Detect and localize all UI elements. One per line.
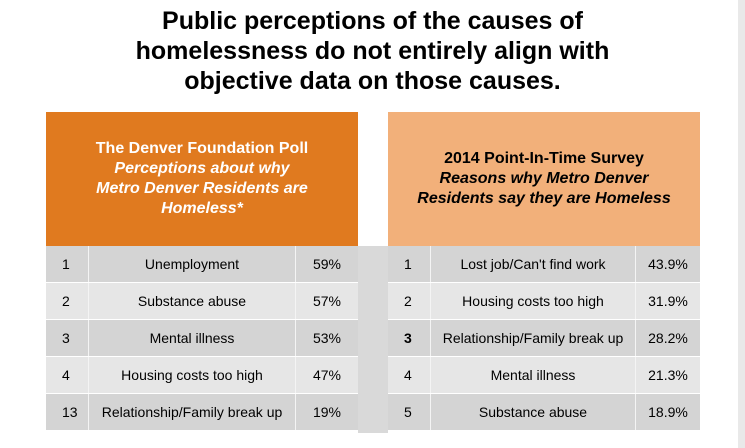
denver-foundation-poll-table: The Denver Foundation Poll Perceptions a…: [46, 112, 358, 431]
right-table-header: 2014 Point-In-Time Survey Reasons why Me…: [388, 112, 700, 246]
percent-cell: 21.3%: [648, 367, 688, 383]
title-line-2: homelessness do not entirely align with: [135, 37, 610, 65]
table-row: 4 Housing costs too high 47%: [46, 357, 358, 394]
right-table-subheading-1: Reasons why Metro Denver: [439, 170, 649, 187]
point-in-time-survey-table: 2014 Point-In-Time Survey Reasons why Me…: [388, 112, 700, 431]
slide-title: Public perceptions of the causes of home…: [0, 6, 745, 96]
table-row: 2 Housing costs too high 31.9%: [388, 283, 700, 320]
rank-cell: 4: [62, 367, 70, 383]
percent-cell: 31.9%: [648, 293, 688, 309]
percent-cell: 43.9%: [648, 256, 688, 272]
rank-cell: 1: [404, 256, 412, 272]
reason-cell: Lost job/Can't find work: [430, 246, 636, 282]
table-divider: [358, 246, 388, 433]
rank-cell: 13: [62, 404, 78, 420]
right-edge-strip: [738, 0, 745, 448]
rank-cell: 2: [62, 293, 70, 309]
title-line-1: Public perceptions of the causes of: [162, 7, 583, 35]
table-row: 3 Relationship/Family break up 28.2%: [388, 320, 700, 357]
rank-cell: 3: [62, 330, 70, 346]
table-row: 1 Unemployment 59%: [46, 246, 358, 283]
percent-cell: 47%: [312, 367, 342, 383]
cause-cell: Housing costs too high: [88, 357, 296, 393]
right-table-subheading-2: Residents say they are Homeless: [417, 190, 671, 207]
left-table-body: 1 Unemployment 59% 2 Substance abuse 57%…: [46, 246, 358, 431]
table-row: 13 Relationship/Family break up 19%: [46, 394, 358, 431]
table-row: 4 Mental illness 21.3%: [388, 357, 700, 394]
reason-cell: Substance abuse: [430, 394, 636, 430]
left-table-heading: The Denver Foundation Poll: [95, 140, 309, 157]
rank-cell: 1: [62, 256, 70, 272]
percent-cell: 28.2%: [648, 330, 688, 346]
rank-cell: 5: [404, 404, 412, 420]
rank-cell: 2: [404, 293, 412, 309]
cause-cell: Mental illness: [88, 320, 296, 356]
percent-cell: 18.9%: [648, 404, 688, 420]
percent-cell: 19%: [312, 404, 342, 420]
table-row: 3 Mental illness 53%: [46, 320, 358, 357]
reason-cell: Housing costs too high: [430, 283, 636, 319]
reason-cell: Relationship/Family break up: [430, 320, 636, 356]
left-table-header: The Denver Foundation Poll Perceptions a…: [46, 112, 358, 246]
right-table-body: 1 Lost job/Can't find work 43.9% 2 Housi…: [388, 246, 700, 431]
table-row: 2 Substance abuse 57%: [46, 283, 358, 320]
cause-cell: Relationship/Family break up: [88, 394, 296, 430]
table-row: 5 Substance abuse 18.9%: [388, 394, 700, 431]
percent-cell: 53%: [312, 330, 342, 346]
rank-cell: 4: [404, 367, 412, 383]
cause-cell: Unemployment: [88, 246, 296, 282]
percent-cell: 57%: [312, 293, 342, 309]
left-table-subheading-1: Perceptions about why: [114, 160, 290, 177]
left-table-subheading-2: Metro Denver Residents are: [96, 180, 308, 197]
table-row: 1 Lost job/Can't find work 43.9%: [388, 246, 700, 283]
cause-cell: Substance abuse: [88, 283, 296, 319]
rank-cell: 3: [404, 330, 412, 346]
right-table-heading: 2014 Point-In-Time Survey: [444, 150, 644, 167]
percent-cell: 59%: [312, 256, 342, 272]
reason-cell: Mental illness: [430, 357, 636, 393]
title-line-3: objective data on those causes.: [184, 67, 561, 95]
left-table-subheading-3: Homeless*: [161, 200, 243, 217]
